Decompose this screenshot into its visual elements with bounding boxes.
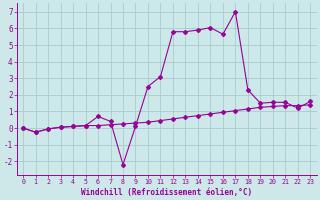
X-axis label: Windchill (Refroidissement éolien,°C): Windchill (Refroidissement éolien,°C) (81, 188, 252, 197)
